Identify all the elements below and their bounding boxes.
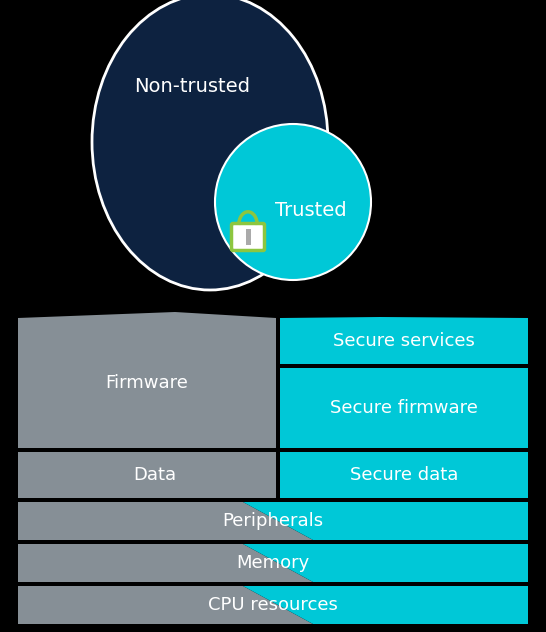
- FancyBboxPatch shape: [232, 224, 264, 250]
- Bar: [280, 318, 528, 364]
- Text: Secure services: Secure services: [333, 332, 475, 350]
- Polygon shape: [243, 586, 528, 624]
- Text: Data: Data: [133, 466, 176, 484]
- Bar: [18, 452, 276, 498]
- Polygon shape: [18, 586, 313, 624]
- Text: Non-trusted: Non-trusted: [134, 78, 250, 97]
- Polygon shape: [18, 312, 276, 318]
- Polygon shape: [18, 544, 313, 582]
- Circle shape: [215, 124, 371, 280]
- Polygon shape: [243, 502, 528, 540]
- Text: Trusted: Trusted: [275, 200, 347, 219]
- Polygon shape: [280, 317, 528, 318]
- Text: Secure firmware: Secure firmware: [330, 399, 478, 417]
- Bar: [18, 318, 276, 448]
- Text: Memory: Memory: [236, 554, 310, 572]
- Ellipse shape: [92, 0, 328, 290]
- Bar: [280, 368, 528, 448]
- Text: Peripherals: Peripherals: [222, 512, 324, 530]
- Text: Secure data: Secure data: [350, 466, 458, 484]
- Polygon shape: [243, 544, 528, 582]
- Text: Firmware: Firmware: [105, 374, 188, 392]
- Bar: [246, 229, 251, 245]
- Text: CPU resources: CPU resources: [208, 596, 338, 614]
- Polygon shape: [18, 502, 313, 540]
- Bar: [280, 452, 528, 498]
